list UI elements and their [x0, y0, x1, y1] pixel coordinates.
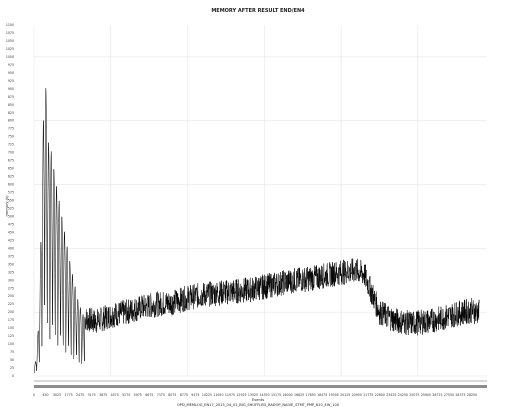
y-tick-label: 600 [8, 183, 14, 187]
series-line [33, 88, 480, 374]
x-tick-label: 22600 [375, 393, 385, 397]
series-group [33, 88, 480, 374]
y-tick-label: 125 [8, 334, 14, 338]
x-tick-label: 4575 [111, 393, 119, 397]
y-tick-label: 850 [8, 103, 14, 107]
x-tick-label: 19300 [329, 393, 339, 397]
x-tick-label: 28200 [467, 393, 477, 397]
y-tick-labels: 0 25 50 75 100 125 150 175 200 225 250 275 300 325 350… [6, 23, 14, 378]
gridlines [33, 25, 487, 377]
x-tick-labels: 0 450 3025 1775 2475 3175 3875 4575 5275 5975 6675… [33, 393, 477, 397]
y-tick-label: 275 [8, 286, 14, 290]
x-tick-label: 6675 [145, 393, 153, 397]
y-tick-label: 0 [12, 374, 14, 378]
y-tick-label: 450 [8, 230, 14, 234]
x-tick-label: 23425 [386, 393, 396, 397]
y-tick-label: 250 [8, 294, 14, 298]
y-tick-label: 475 [8, 222, 14, 226]
x-tick-label: 10225 [202, 393, 212, 397]
y-tick-label: 150 [8, 326, 14, 330]
x-tick-label: 3025 [53, 393, 61, 397]
x-tick-label: 7375 [157, 393, 165, 397]
y-tick-label: 300 [8, 278, 14, 282]
y-tick-label: 500 [8, 214, 14, 218]
y-tick-label: 575 [8, 191, 14, 195]
x-tick-label: 5975 [134, 393, 142, 397]
y-tick-label: 200 [8, 310, 14, 314]
x-tick-label: 21775 [363, 393, 373, 397]
y-axis-label: memory (k) [5, 195, 9, 217]
x-axis-bar [34, 385, 487, 388]
chart-subtitle: OPD_MEMLOG_EN17_2015_04_02_BIG_SHUFFLED_… [177, 403, 340, 407]
y-tick-label: 875 [8, 95, 14, 99]
x-tick-label: 12925 [236, 393, 246, 397]
y-tick-label: 425 [8, 238, 14, 242]
y-tick-label: 25 [10, 366, 14, 370]
y-tick-label: 975 [8, 63, 14, 67]
x-tick-label: 0 [33, 393, 35, 397]
x-tick-label: 26725 [432, 393, 442, 397]
chart-title: MEMORY AFTER RESULT END/EN4 [211, 8, 305, 14]
x-tick-label: 14350 [259, 393, 269, 397]
y-tick-label: 625 [8, 175, 14, 179]
y-tick-label: 800 [8, 119, 14, 123]
x-tick-label: 8775 [180, 393, 188, 397]
x-tick-label: 15175 [271, 393, 281, 397]
y-tick-label: 225 [8, 302, 14, 306]
y-tick-label: 775 [8, 127, 14, 131]
x-tick-label: 9475 [191, 393, 199, 397]
x-tick-label: 25075 [409, 393, 419, 397]
x-tick-label: 11975 [225, 393, 235, 397]
x-tick-label: 8075 [168, 393, 176, 397]
x-tick-label: 25900 [421, 393, 431, 397]
x-tick-label: 13525 [248, 393, 258, 397]
x-tick-label: 3875 [99, 393, 107, 397]
y-tick-label: 675 [8, 159, 14, 163]
y-tick-label: 1000 [6, 55, 14, 59]
y-tick-label: 950 [8, 71, 14, 75]
y-tick-label: 350 [8, 262, 14, 266]
y-tick-label: 925 [8, 79, 14, 83]
x-tick-label: 20950 [352, 393, 362, 397]
y-tick-label: 1100 [6, 23, 14, 27]
x-tick-label: 16825 [294, 393, 304, 397]
x-tick-label: 1775 [65, 393, 73, 397]
y-tick-label: 50 [10, 358, 14, 362]
y-tick-label: 75 [10, 350, 14, 354]
y-tick-label: 1050 [6, 39, 14, 43]
x-tick-label: 17650 [306, 393, 316, 397]
y-tick-label: 100 [8, 342, 14, 346]
y-tick-label: 900 [8, 87, 14, 91]
x-tick-label: 20125 [340, 393, 350, 397]
x-axis-label: Events [252, 398, 264, 402]
y-tick-label: 1025 [6, 47, 14, 51]
x-tick-label: 18475 [317, 393, 327, 397]
x-tick-label: 3175 [88, 393, 96, 397]
y-tick-label: 550 [8, 199, 14, 203]
y-tick-label: 725 [8, 143, 14, 147]
x-tick-label: 28375 [455, 393, 465, 397]
x-tick-label: 2475 [76, 393, 84, 397]
y-tick-label: 375 [8, 254, 14, 258]
y-tick-label: 400 [8, 246, 14, 250]
y-tick-label: 825 [8, 111, 14, 115]
y-tick-label: 700 [8, 151, 14, 155]
y-tick-label: 175 [8, 318, 14, 322]
y-tick-label: 325 [8, 270, 14, 274]
y-tick-label: 750 [8, 135, 14, 139]
x-tick-label: 27550 [444, 393, 454, 397]
x-tick-label: 24250 [398, 393, 408, 397]
y-tick-label: 650 [8, 167, 14, 171]
y-tick-label: 525 [8, 206, 14, 210]
x-tick-label: 450 [42, 393, 48, 397]
y-tick-label: 1075 [6, 31, 14, 35]
x-tick-label: 11050 [213, 393, 223, 397]
x-tick-label: 16000 [283, 393, 293, 397]
x-tick-label: 5275 [122, 393, 130, 397]
